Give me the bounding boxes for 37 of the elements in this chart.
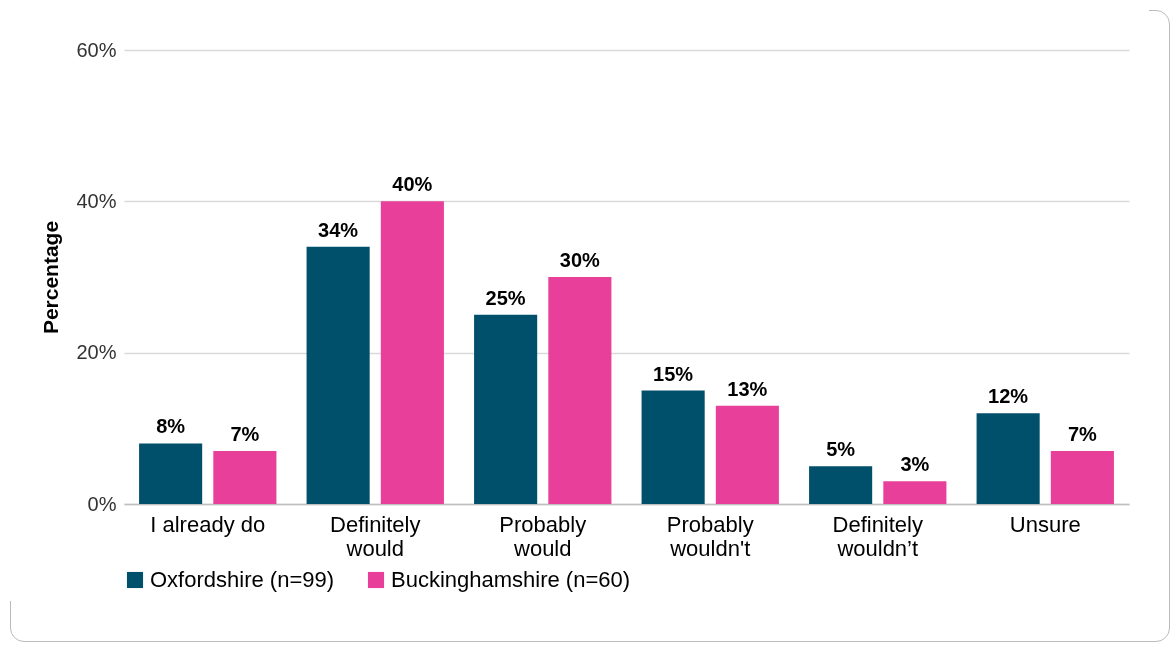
y-tick-label: 40% [76, 189, 117, 212]
data-label: 40% [392, 173, 433, 196]
data-label: 25% [485, 286, 526, 309]
x-tick-label: Probably would [499, 511, 587, 561]
x-tick-label: Definitely would [330, 511, 421, 561]
x-tick-label: Unsure [1009, 511, 1081, 537]
bar [641, 390, 705, 504]
bar [1050, 451, 1114, 504]
legend-label: Oxfordshire (n=99) [150, 567, 335, 592]
legend-label: Buckinghamshire (n=60) [391, 567, 631, 592]
y-tick-label: 0% [87, 492, 117, 515]
y-tick-label: 60% [76, 38, 117, 61]
bar [883, 481, 947, 504]
bar [474, 314, 538, 504]
y-axis-title: Percentage [39, 220, 63, 335]
bar [380, 201, 444, 504]
bar [976, 413, 1040, 504]
data-label: 12% [988, 385, 1029, 408]
bar [306, 246, 370, 504]
data-label: 7% [230, 423, 260, 446]
y-tick-label: 20% [76, 341, 117, 364]
bar [548, 277, 612, 504]
x-tick-label: Definitely wouldn’t [832, 511, 923, 561]
bar [715, 405, 779, 504]
data-label: 8% [156, 415, 186, 438]
x-tick-label: Probably wouldn't [666, 511, 754, 561]
data-label: 30% [559, 249, 601, 271]
data-label: 7% [1067, 423, 1098, 446]
bar [213, 451, 277, 504]
bar [809, 466, 873, 504]
data-label: 5% [826, 438, 856, 461]
data-label: 13% [727, 377, 768, 400]
data-label: 15% [653, 362, 694, 385]
bar [139, 443, 203, 504]
x-tick-label: I already do [150, 511, 266, 537]
data-label: 34% [318, 218, 359, 241]
data-label: 3% [900, 453, 930, 476]
